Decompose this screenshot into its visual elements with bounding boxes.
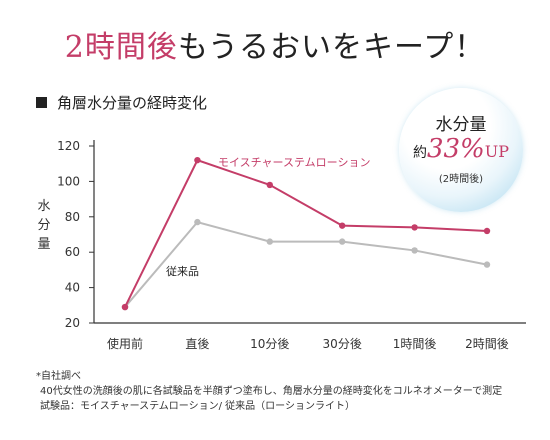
y-axis-label-char: 水 (37, 199, 50, 214)
badge-number: 33% (426, 134, 485, 164)
y-tick-label: 120 (57, 139, 80, 153)
x-tick-label: 直後 (185, 337, 209, 351)
headline: 2時間後もうるおいをキープ！ (0, 22, 550, 66)
y-axis-label-char: 量 (37, 237, 50, 252)
square-bullet-icon (36, 97, 47, 108)
y-tick-label: 100 (57, 174, 80, 188)
data-point (339, 238, 346, 245)
x-tick-label: 30分後 (323, 337, 362, 351)
footnote-source: *自社調べ (36, 371, 81, 382)
series-label: 従来品 (166, 265, 199, 278)
data-point (483, 227, 491, 235)
series-line (124, 220, 488, 308)
series-label: モイスチャーステムローション (218, 156, 370, 169)
data-point (411, 247, 418, 254)
data-point (266, 238, 273, 245)
y-tick-label: 80 (65, 210, 80, 224)
data-point (411, 224, 418, 231)
x-tick-label: 使用前 (107, 336, 143, 351)
headline-text: もうるおいをキープ！ (177, 30, 486, 65)
footnote-method: 40代女性の洗顔後の肌に各試験品を半顔ずつ塗布し、角層水分量の経時変化をコルネオ… (40, 386, 503, 397)
y-axis-label-char: 分 (37, 218, 50, 233)
x-tick-label: 10分後 (250, 337, 289, 351)
badge-title: 水分量 (435, 115, 487, 135)
y-tick-label: 40 (65, 281, 80, 295)
badge-value: 約33%UP (399, 134, 523, 164)
series-line (124, 158, 488, 308)
data-point (339, 222, 346, 229)
data-point (194, 218, 201, 226)
badge-unit: UP (484, 142, 510, 161)
badge-note: (2時間後) (438, 174, 484, 185)
section-title-text: 角層水分量の経時変化 (57, 94, 208, 112)
footnote-products: 試験品：モイスチャーステムローション/ 従来品（ローションライト） (40, 401, 355, 412)
headline-accent: 2時間後 (64, 30, 178, 65)
result-badge: 水分量 約33%UP (2時間後) (399, 88, 523, 212)
section-title: 角層水分量の経時変化 (36, 92, 207, 113)
footnotes: *自社調べ 40代女性の洗顔後の肌に各試験品を半顔ずつ塗布し、角層水分量の経時変… (36, 369, 502, 414)
data-point (483, 261, 491, 268)
data-point (194, 156, 201, 164)
y-tick-label: 60 (65, 245, 80, 259)
data-point (121, 303, 129, 311)
data-point (266, 181, 273, 189)
y-tick-label: 20 (65, 316, 80, 330)
x-tick-label: 1時間後 (393, 337, 437, 351)
x-tick-label: 2時間後 (465, 337, 509, 351)
badge-prefix: 約 (412, 145, 427, 161)
